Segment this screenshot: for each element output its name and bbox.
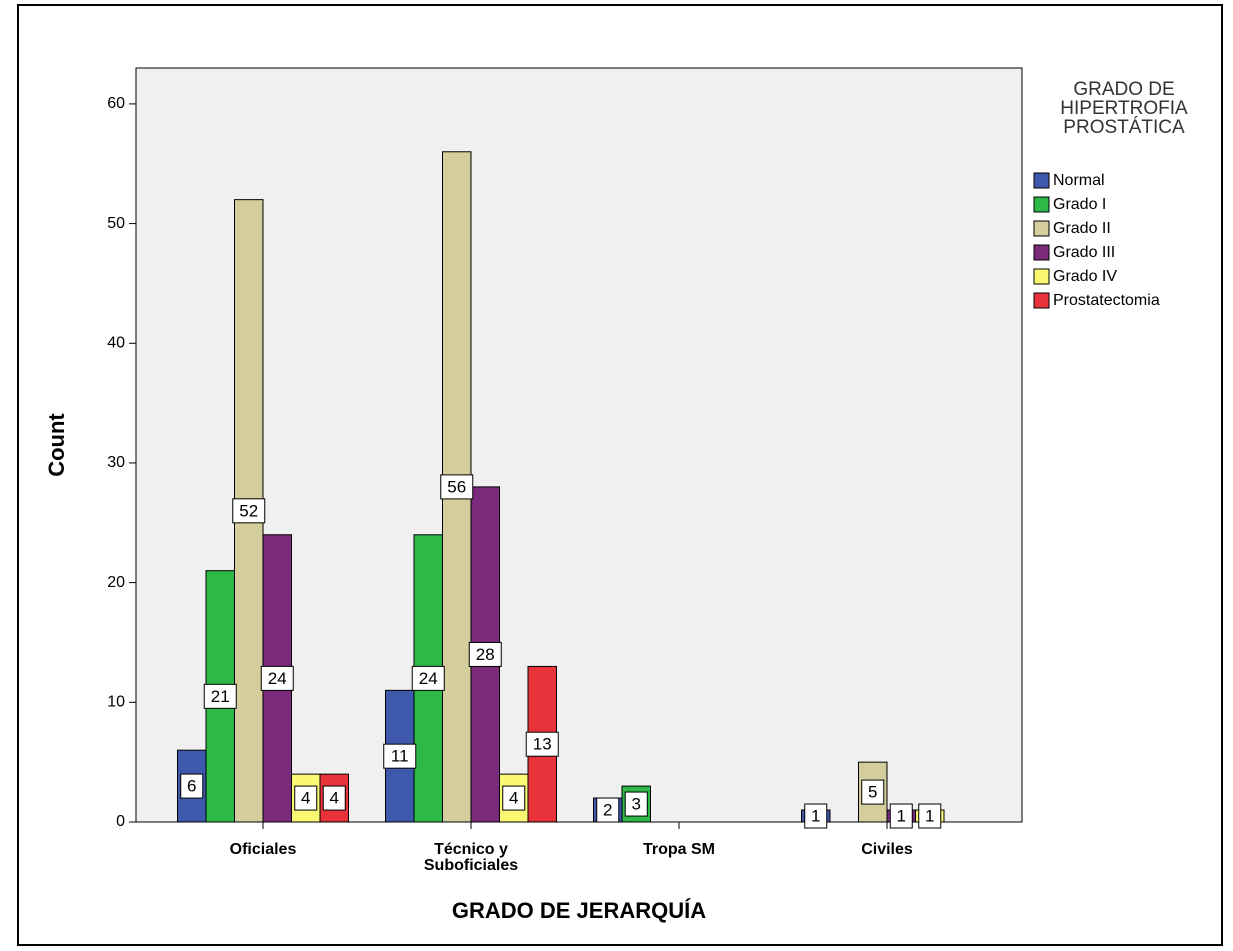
frame bbox=[17, 4, 1223, 946]
data-label: 28 bbox=[476, 645, 495, 664]
data-label-box bbox=[861, 779, 885, 805]
data-label: 3 bbox=[632, 795, 641, 814]
data-label-box bbox=[918, 803, 942, 829]
data-label-box bbox=[203, 683, 237, 709]
legend-swatch bbox=[1033, 220, 1050, 237]
data-label: 52 bbox=[239, 501, 258, 520]
x-axis-title: GRADO DE JERARQUÍA bbox=[451, 898, 707, 923]
data-label: 1 bbox=[925, 807, 934, 826]
data-label: 4 bbox=[301, 789, 310, 808]
legend-swatch bbox=[1033, 172, 1050, 189]
data-label-box bbox=[889, 803, 913, 829]
x-tick-label: Oficiales bbox=[229, 841, 297, 858]
data-label: 4 bbox=[509, 789, 518, 808]
data-label-box bbox=[804, 803, 828, 829]
data-label-box bbox=[411, 665, 445, 691]
y-tick-label: 0 bbox=[116, 813, 125, 830]
data-label: 13 bbox=[533, 735, 552, 754]
y-axis-title: Count bbox=[44, 413, 69, 477]
data-label-box bbox=[260, 665, 294, 691]
legend-swatch bbox=[1033, 268, 1050, 285]
y-tick-label: 10 bbox=[107, 694, 125, 711]
data-label: 24 bbox=[268, 669, 287, 688]
x-tick-label: Tropa SM bbox=[642, 841, 715, 858]
data-label-box bbox=[232, 498, 266, 524]
data-label: 21 bbox=[211, 687, 230, 706]
data-label-box bbox=[440, 474, 474, 500]
data-label: 1 bbox=[897, 807, 906, 826]
data-label-box bbox=[294, 785, 318, 811]
x-tick-label: Civiles bbox=[861, 841, 913, 858]
data-label-box bbox=[525, 731, 559, 757]
data-label-box bbox=[180, 773, 204, 799]
legend-label: Grado I bbox=[1053, 196, 1106, 213]
legend-swatch bbox=[1033, 292, 1050, 309]
data-label-box bbox=[596, 797, 620, 823]
legend-swatch bbox=[1033, 244, 1050, 261]
legend-label: Normal bbox=[1053, 172, 1105, 189]
y-tick-label: 60 bbox=[107, 95, 125, 112]
legend-label: Grado III bbox=[1053, 244, 1115, 261]
data-label: 4 bbox=[330, 789, 339, 808]
y-tick-label: 20 bbox=[107, 574, 125, 591]
data-label: 2 bbox=[603, 801, 612, 820]
legend-title: GRADO DE HIPERTROFIA PROSTÁTICA bbox=[1060, 79, 1188, 138]
data-label: 6 bbox=[187, 777, 196, 796]
data-label: 56 bbox=[447, 477, 466, 496]
data-label: 5 bbox=[868, 783, 877, 802]
data-label-box bbox=[624, 791, 648, 817]
data-label-box bbox=[468, 641, 502, 667]
data-label: 11 bbox=[391, 747, 409, 766]
legend-label: Prostatectomia bbox=[1053, 292, 1160, 309]
data-label: 1 bbox=[811, 807, 820, 826]
y-tick-label: 40 bbox=[107, 334, 125, 351]
legend-label: Grado II bbox=[1053, 220, 1111, 237]
legend-swatch bbox=[1033, 196, 1050, 213]
y-tick-label: 50 bbox=[107, 215, 125, 232]
data-label-box bbox=[502, 785, 526, 811]
data-label-box bbox=[322, 785, 346, 811]
legend-label: Grado IV bbox=[1053, 268, 1117, 285]
y-tick-label: 30 bbox=[107, 454, 125, 471]
data-label-box bbox=[383, 743, 417, 769]
data-label: 24 bbox=[419, 669, 438, 688]
x-tick-label: Técnico y Suboficiales bbox=[423, 841, 519, 874]
